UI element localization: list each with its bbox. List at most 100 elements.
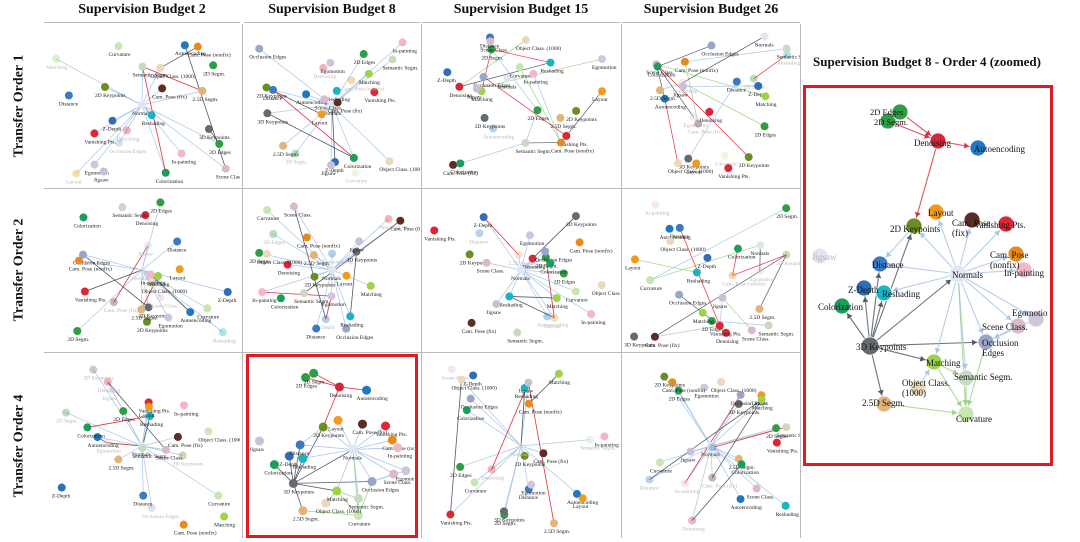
graph-edge xyxy=(331,241,360,271)
graph-edge-arrowhead xyxy=(920,232,926,239)
node-label-reshading: Reshading xyxy=(515,394,538,400)
node-label-inpainting: In-painting xyxy=(645,211,670,217)
node-label-segm2d: 2D Segm. xyxy=(494,521,517,527)
node-label-segm2d: 2D Segm. xyxy=(56,419,79,425)
node-label-denoising: Denoising xyxy=(278,271,301,277)
node-label-keypoints2d: 2D Keypoints xyxy=(304,283,335,289)
node-colorization xyxy=(79,213,88,222)
node-label-occlusion: Occlusion Edges xyxy=(982,338,1019,358)
node-semantic xyxy=(521,138,530,147)
graph-edge xyxy=(292,444,301,484)
graph-edge-arrowhead xyxy=(994,333,1000,339)
graph-edge xyxy=(106,442,143,447)
node-label-egomotion: Egomotion xyxy=(592,65,617,71)
node-zdepth xyxy=(321,315,330,324)
node-label-curvature: Curvature xyxy=(956,414,992,424)
node-layer xyxy=(811,103,1045,423)
graph-edge xyxy=(141,445,166,451)
graph-edge xyxy=(299,426,324,446)
graph-edge xyxy=(150,274,191,313)
edge-layer xyxy=(459,39,603,164)
node-segm25d xyxy=(298,506,308,516)
node-label-inpainting: In-painting xyxy=(252,298,277,304)
node-camnonfix xyxy=(680,57,689,66)
node-label-colorization: Colorization xyxy=(728,255,756,261)
node-segm25d xyxy=(550,519,559,528)
node-label-segm25d: 2.5D Segm. xyxy=(862,398,905,408)
node-label-reshading: Reshading xyxy=(776,512,799,518)
node-label-occlusion: Occlusion Edges xyxy=(362,488,399,494)
node-label-normals: Normals xyxy=(755,42,774,48)
node-segm2d xyxy=(891,103,909,121)
node-curvature xyxy=(720,151,729,160)
node-label-scene: Scene Class. xyxy=(982,322,1028,332)
node-jigsaw xyxy=(143,241,152,250)
node-label-occlusion: Occlusion Edges xyxy=(142,514,179,520)
graph-edge xyxy=(509,296,557,299)
node-label-jigsaw: Jigsaw xyxy=(673,93,688,99)
node-label-curvature: Curvature xyxy=(257,216,280,222)
node-label-segm25d: 2.5D Segm. xyxy=(293,517,320,523)
node-label-segm2d: 2D Segm. xyxy=(874,117,908,127)
node-distance xyxy=(475,229,484,238)
graph-edge xyxy=(349,251,357,317)
graph-edge xyxy=(483,216,520,256)
node-layout xyxy=(72,169,81,178)
node-label-reshading: Reshading xyxy=(882,289,920,299)
node-label-camnonfix: Cam. Pose (nonfix) xyxy=(519,409,562,416)
node-label-camfix: Cam. Pose (fix) xyxy=(688,129,723,136)
node-label-objclass: Object Class. (1000) xyxy=(150,73,196,80)
graph-edge-arrowhead xyxy=(966,399,973,406)
node-jigsaw xyxy=(524,378,533,387)
node-label-scene: Scene Class. xyxy=(442,375,470,381)
graph-edge xyxy=(336,449,354,492)
graph-edge xyxy=(141,104,167,173)
graph-edge xyxy=(273,233,333,271)
node-curvature xyxy=(114,42,123,51)
graph-edge xyxy=(287,264,333,271)
node-edges2d xyxy=(760,122,769,131)
node-label-matching: Matching xyxy=(472,97,493,103)
graph-panel-order2-budget8: Denoising Autoencoding 2D Edges 2D Segm. 2D … xyxy=(244,190,420,350)
graph-edge xyxy=(520,269,576,292)
node-label-keypoints2d: 2D Keypoints xyxy=(256,93,287,99)
graph-edge xyxy=(664,376,712,447)
graph-edge xyxy=(267,104,333,114)
graph-edge-denoising-keypoints2d xyxy=(913,140,939,227)
graph-edge xyxy=(649,445,712,480)
graph-edge xyxy=(520,263,551,271)
graph-edge xyxy=(331,104,390,162)
node-keypoints3d xyxy=(630,332,639,341)
node-label-keypoints3d: 3D Keypoints xyxy=(566,222,597,228)
node-label-reshading: Reshading xyxy=(499,302,522,308)
graph-edge xyxy=(295,104,333,154)
graph-edge xyxy=(710,445,741,500)
grid-separator xyxy=(800,24,801,538)
node-matching xyxy=(332,486,342,496)
node-zdepth xyxy=(708,443,717,452)
node-label-keypoints3d: 3D Keypoints xyxy=(494,517,525,523)
graph-edge xyxy=(449,379,462,515)
node-occlusion xyxy=(367,477,377,487)
grid-separator xyxy=(44,188,800,189)
node-label-colorization: Colorization xyxy=(156,179,184,185)
graph-edge xyxy=(75,104,143,174)
node-edges2d xyxy=(533,106,542,115)
node-label-camnonfix: Cam. Pose (nonfix) xyxy=(341,85,384,92)
node-label-vanishing: Vanishing Pts. xyxy=(710,332,742,338)
node-autoencoding xyxy=(180,41,189,50)
node-autoencoding xyxy=(302,90,311,99)
graph-edge-edges2d-denoising xyxy=(887,120,939,142)
graph-edge xyxy=(141,66,143,106)
node-keypoints3d xyxy=(352,247,361,256)
node-label-curvature: Curvature xyxy=(345,179,368,185)
task-graph: Denoising Autoencoding 2D Edges 2D Segm. 2D … xyxy=(52,365,240,537)
node-layout xyxy=(927,203,945,221)
node-label-keypoints3d: 3D Keypoints xyxy=(138,313,169,319)
node-distance xyxy=(139,491,148,500)
node-zdepth xyxy=(223,288,232,297)
node-label-normals: Normals xyxy=(132,452,151,458)
node-segm2d xyxy=(749,74,758,83)
node-label-layout: Layout xyxy=(328,426,344,432)
graph-edge xyxy=(65,412,143,447)
